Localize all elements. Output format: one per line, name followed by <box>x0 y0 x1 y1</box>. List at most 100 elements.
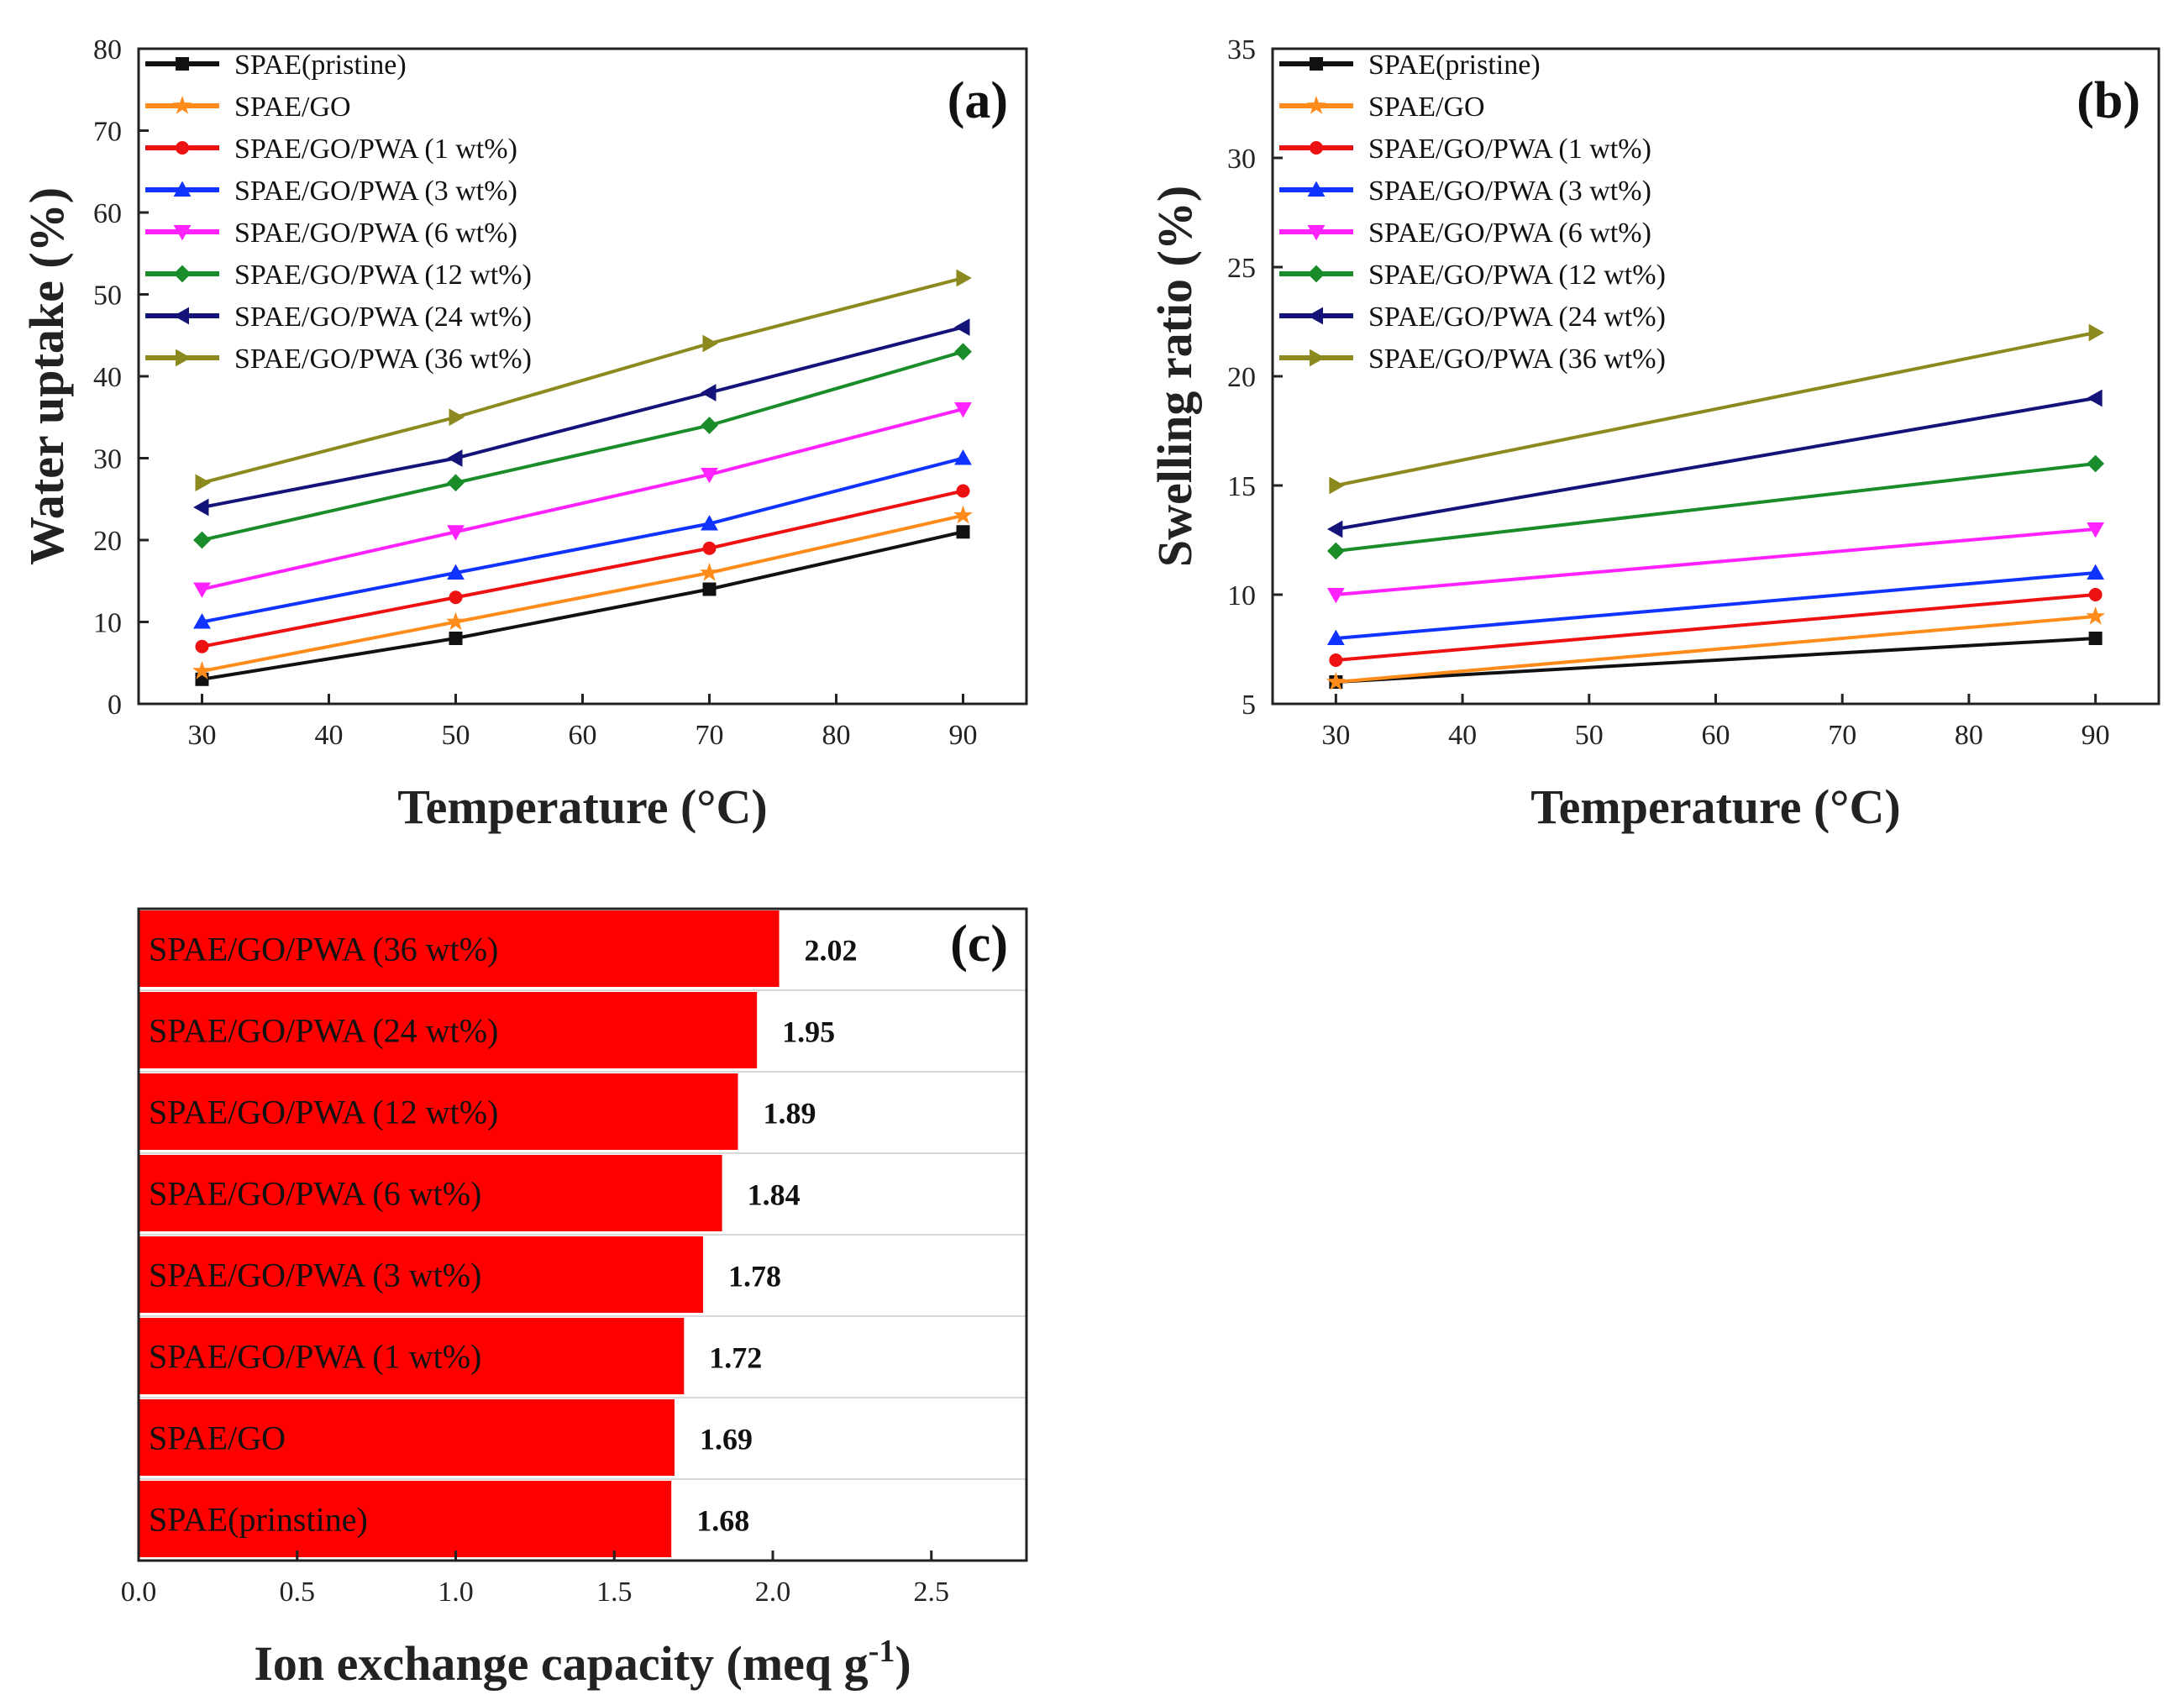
data-point <box>2087 454 2105 473</box>
series-line <box>1336 571 2096 640</box>
series-line <box>1335 331 2097 487</box>
legend-label: SPAE/GO/PWA (36 wt%) <box>234 344 532 375</box>
y-axis-title: Water uptake (%) <box>19 187 74 565</box>
legend-label: SPAE/GO/PWA (1 wt%) <box>234 134 517 165</box>
data-point <box>447 525 465 541</box>
x-tick-label: 70 <box>1828 720 1856 751</box>
series-line <box>1336 637 2096 684</box>
data-point <box>702 582 717 596</box>
series-line <box>1336 615 2096 684</box>
legend-label: SPAE/GO/PWA (24 wt%) <box>1368 302 1666 333</box>
legend-label: SPAE/GO/PWA (12 wt%) <box>234 260 532 291</box>
legend-marker <box>176 57 189 71</box>
series-0 <box>1329 632 2103 689</box>
legend-marker <box>1306 96 1326 114</box>
series-3 <box>1326 564 2105 645</box>
series-6 <box>193 318 970 517</box>
y-tick-label: 20 <box>1227 362 1256 393</box>
x-tick-label: 1.5 <box>596 1577 633 1608</box>
legend: SPAE(pristine) SPAE/GO SPAE/GO/PWA (1 wt%)… <box>145 50 532 375</box>
legend-marker <box>1307 265 1326 283</box>
x-tick-label: 40 <box>1448 720 1477 751</box>
y-axis-title: Swelling ratio (%) <box>1147 186 1202 567</box>
y-tick-label: 30 <box>93 444 122 475</box>
data-point <box>701 384 717 401</box>
legend-marker <box>1310 349 1326 367</box>
bar <box>139 1318 685 1394</box>
legend-marker <box>173 181 192 197</box>
panel-b-chart: 30 40 50 60 70 80 90 5 10 15 20 25 30 35 Temperature (… <box>1147 34 2160 834</box>
legend-label: SPAE/GO/PWA (12 wt%) <box>1368 260 1666 291</box>
series-1 <box>192 505 973 679</box>
legend-marker <box>173 265 192 283</box>
panel-c-chart: SPAE/GO/PWA (36 wt%) 2.02 SPAE/GO/PWA (24 … <box>121 907 1028 1691</box>
series-7 <box>1329 323 2105 495</box>
y-tick-label: 30 <box>1227 144 1256 175</box>
data-point <box>193 582 211 598</box>
data-point <box>2086 606 2106 625</box>
data-point <box>701 417 718 434</box>
bar-category-label: SPAE/GO/PWA (12 wt%) <box>149 1094 498 1131</box>
data-point <box>449 632 463 645</box>
x-tick-label: 90 <box>2082 720 2110 751</box>
legend-marker <box>1307 181 1326 197</box>
series-4 <box>1326 522 2105 604</box>
series-1 <box>1326 606 2106 690</box>
series-line <box>202 325 964 509</box>
x-tick-label: 70 <box>696 720 724 751</box>
series-line <box>1336 396 2096 531</box>
legend-marker <box>172 96 192 114</box>
data-point <box>1326 588 1345 604</box>
legend: SPAE(pristine) SPAE/GO SPAE/GO/PWA (1 wt%)… <box>1279 50 1666 375</box>
legend-label: SPAE/GO/PWA (3 wt%) <box>1368 176 1651 207</box>
legend-label: SPAE(pristine) <box>234 50 407 81</box>
data-point <box>192 661 212 679</box>
series-2 <box>1329 588 2103 667</box>
legend-label: SPAE/GO <box>234 92 351 123</box>
data-point <box>193 531 211 549</box>
legend-label: SPAE/GO/PWA (24 wt%) <box>234 302 532 333</box>
data-point <box>954 318 970 336</box>
data-point <box>2088 632 2103 645</box>
x-tick-label: 60 <box>569 720 597 751</box>
data-point <box>1326 629 1345 645</box>
legend-label: SPAE/GO/PWA (3 wt%) <box>234 176 517 207</box>
bar-category-label: SPAE/GO/PWA (36 wt%) <box>149 931 498 968</box>
series-line <box>202 530 963 681</box>
y-tick-label: 35 <box>1227 34 1256 66</box>
x-tick-label: 30 <box>1321 720 1350 751</box>
data-point <box>195 639 209 653</box>
legend-marker <box>1310 141 1323 155</box>
x-tick-label: 2.0 <box>755 1577 791 1608</box>
x-tick-label: 2.5 <box>914 1577 950 1608</box>
series-4 <box>193 402 972 598</box>
series-line <box>1336 462 2096 553</box>
legend-marker <box>1307 225 1326 241</box>
x-tick-label: 30 <box>188 720 217 751</box>
data-point <box>195 474 211 492</box>
panel-letter: (a) <box>948 72 1008 129</box>
x-tick-label: 40 <box>315 720 344 751</box>
data-point <box>1326 672 1346 690</box>
data-point <box>1329 476 1345 495</box>
series-line <box>202 407 964 591</box>
data-point <box>956 484 970 498</box>
data-point <box>953 505 973 524</box>
bar <box>139 910 780 987</box>
bar-value-label: 1.89 <box>763 1097 816 1131</box>
x-tick-label: 0.0 <box>121 1577 157 1608</box>
y-tick-label: 5 <box>1242 690 1256 721</box>
data-point <box>1326 520 1343 538</box>
data-point <box>193 498 209 517</box>
data-point <box>446 611 465 631</box>
data-point <box>447 474 465 492</box>
series-7 <box>195 269 972 492</box>
x-axis-title-suffix: ) <box>895 1636 911 1691</box>
x-tick-label: 0.5 <box>280 1577 316 1608</box>
bar-value-label: 1.95 <box>782 1015 835 1049</box>
data-point <box>447 564 465 580</box>
legend-label: SPAE/GO/PWA (1 wt%) <box>1368 134 1651 165</box>
series-6 <box>1326 389 2103 538</box>
x-tick-label: 90 <box>949 720 978 751</box>
x-tick-label: 50 <box>1575 720 1604 751</box>
